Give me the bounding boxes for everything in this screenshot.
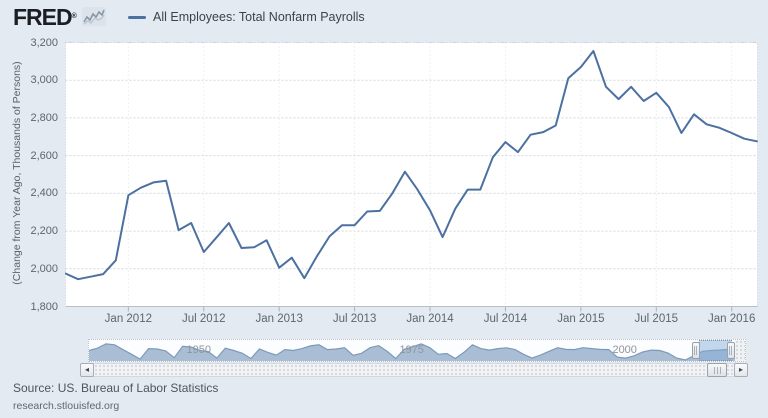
y-tick-label: 3,200 <box>30 36 58 49</box>
y-axis-title: (Change from Year Ago, Thousands of Pers… <box>11 61 23 285</box>
source-text: Source: US. Bureau of Labor Statistics <box>13 381 219 395</box>
decade-label: 1950 <box>186 344 211 356</box>
fred-logo[interactable]: FRED® <box>13 4 77 30</box>
legend-label: All Employees: Total Nonfarm Payrolls <box>153 10 365 24</box>
y-tick-label: 2,400 <box>30 187 58 200</box>
decade-label: 1975 <box>399 344 424 356</box>
y-tick-label: 2,600 <box>30 149 58 162</box>
legend: All Employees: Total Nonfarm Payrolls <box>128 9 365 25</box>
site-link[interactable]: research.stlouisfed.org <box>13 400 120 412</box>
y-tick-label: 2,200 <box>30 225 58 238</box>
scrollbar-thumb[interactable] <box>707 363 727 377</box>
x-tick-label: Jan 2015 <box>557 313 605 325</box>
fred-logo-chart-icon <box>82 7 106 26</box>
registered-mark: ® <box>71 13 77 20</box>
payrolls-line-chart <box>65 42 758 312</box>
x-tick-label: Jan 2014 <box>406 313 454 325</box>
scrollbar-track[interactable] <box>93 363 735 377</box>
x-tick-label: Jul 2013 <box>332 313 377 325</box>
scroll-right-button[interactable]: ▸ <box>734 363 748 377</box>
scroll-left-button[interactable]: ◂ <box>80 363 94 377</box>
timeline-scrollbar[interactable]: ◂ ▸ <box>80 363 748 377</box>
x-tick-label: Jan 2016 <box>708 313 756 325</box>
y-tick-label: 1,800 <box>30 300 58 313</box>
x-tick-label: Jul 2012 <box>182 313 226 325</box>
handle-grip-icon <box>694 346 698 355</box>
x-tick-label: Jul 2015 <box>634 313 679 325</box>
legend-line-swatch <box>128 15 146 19</box>
handle-grip-icon <box>729 346 733 355</box>
range-selector[interactable]: 1950 1975 2000 <box>88 339 746 362</box>
x-tick-label: Jan 2012 <box>104 313 152 325</box>
y-tick-label: 2,000 <box>30 262 58 275</box>
range-handle-left[interactable] <box>692 342 700 359</box>
x-tick-label: Jul 2014 <box>483 313 528 325</box>
decade-label: 2000 <box>612 344 637 356</box>
thumb-grip-icon <box>714 367 721 374</box>
y-tick-label: 2,800 <box>30 111 58 124</box>
fred-logo-text: FRED <box>13 4 73 30</box>
x-tick-label: Jan 2013 <box>255 313 303 325</box>
range-handle-right[interactable] <box>727 342 735 359</box>
range-after-selection <box>735 340 745 361</box>
y-tick-label: 3,000 <box>30 74 58 87</box>
overview-area-chart <box>89 343 745 361</box>
